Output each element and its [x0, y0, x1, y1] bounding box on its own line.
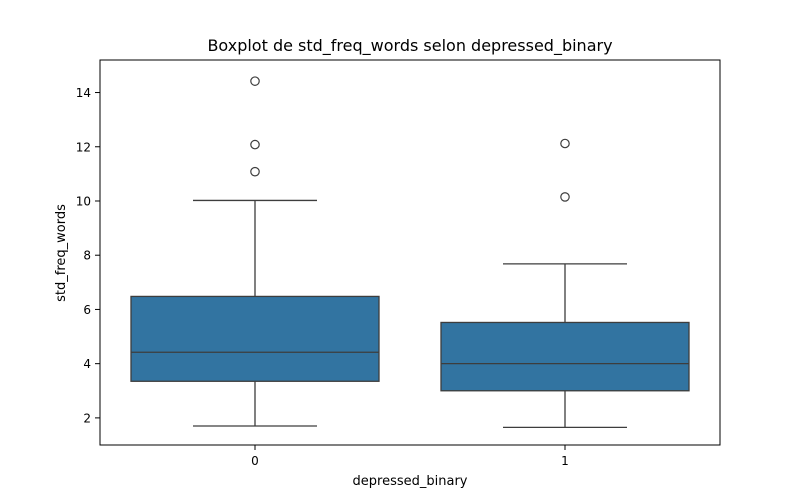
y-tick-label-8: 8 — [83, 249, 91, 263]
y-tick-label-14: 14 — [76, 86, 91, 100]
x-tick-label-cat-0: 0 — [251, 454, 259, 468]
plot-frame — [99, 59, 721, 446]
y-tick-label-4: 4 — [83, 357, 91, 371]
y-axis-label: std_freq_words — [54, 204, 69, 302]
y-tick-label-6: 6 — [83, 303, 91, 317]
box-cat-1 — [440, 321, 690, 392]
y-tick-label-10: 10 — [76, 194, 91, 208]
x-tick-label-cat-1: 1 — [561, 454, 569, 468]
outlier-cat-0-0 — [250, 166, 260, 177]
outlier-cat-1-1 — [560, 138, 570, 149]
chart-title: Boxplot de std_freq_words selon depresse… — [207, 36, 612, 56]
y-tick-label-2: 2 — [83, 411, 91, 425]
outlier-cat-0-1 — [250, 139, 260, 150]
outlier-cat-1-0 — [560, 192, 570, 202]
x-axis-label: depressed_binary — [353, 474, 468, 489]
plot-area — [130, 76, 690, 429]
y-tick-label-12: 12 — [76, 140, 91, 154]
box-cat-0 — [130, 295, 380, 382]
outlier-cat-0-2 — [250, 76, 260, 86]
